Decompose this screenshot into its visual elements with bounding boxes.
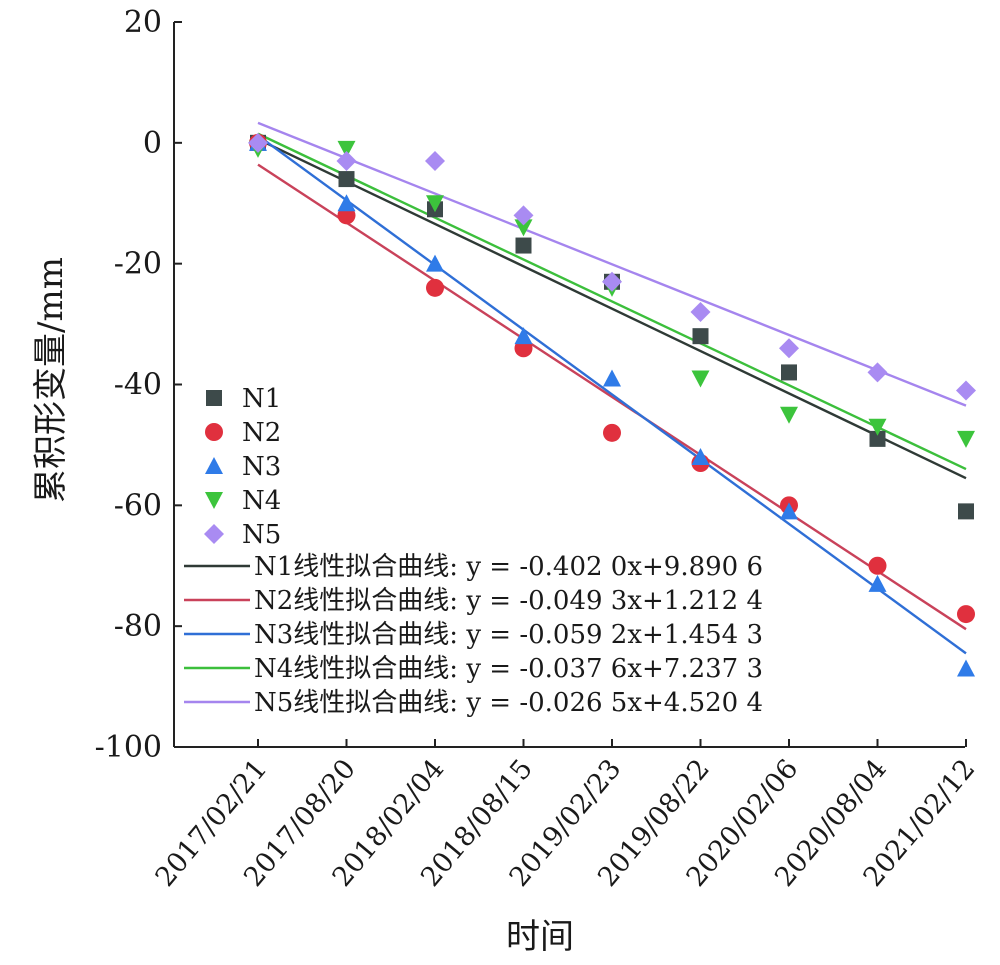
point-n5 [513,205,534,226]
x-axis-title: 时间 [506,917,574,957]
legend-marker-n1 [206,390,222,406]
fit-line-n1 [257,138,967,480]
y-tick-label: -20 [114,247,162,282]
point-n4 [514,219,533,237]
point-n4 [691,370,710,388]
point-n3 [603,369,621,387]
point-n2 [603,423,621,442]
point-n3 [868,574,887,592]
fit-line-n2 [257,163,967,631]
point-n4 [780,406,798,424]
point-n4 [426,195,444,213]
point-n2 [426,278,444,297]
legend-marker-n3 [205,457,223,474]
point-n3 [780,502,798,520]
legend-marker-n5 [204,524,224,544]
legend-fit-label-n4: N4线性拟合曲线: y = -0.037 6x+7.237 3 [254,654,763,684]
point-n5 [425,150,445,171]
legend-fit-label-n3: N3线性拟合曲线: y = -0.059 2x+1.454 3 [254,620,763,650]
point-n5 [248,132,268,153]
y-tick-label: 20 [124,5,162,40]
point-n1 [338,171,355,188]
point-n5 [336,150,357,171]
point-n3 [691,448,710,465]
legend-fit-label-n2: N2线性拟合曲线: y = -0.049 3x+1.212 4 [254,586,763,616]
fit-line-n3 [257,134,967,655]
legend-label-n5: N5 [242,520,281,550]
point-n1 [515,237,532,254]
legend-fit-label-n5: N5线性拟合曲线: y = -0.026 5x+4.520 4 [254,688,763,718]
legend-label-n4: N4 [242,486,281,516]
fit-lines [257,121,967,655]
legend-fit-label-n1: N1线性拟合曲线: y = -0.402 0x+9.890 6 [254,552,763,582]
y-tick-label: -80 [114,609,162,644]
point-n1 [781,364,797,381]
point-n3 [426,254,444,272]
point-n3 [514,327,533,345]
point-n5 [867,362,888,383]
point-n4 [337,140,356,158]
data-markers [248,132,976,677]
legend-label-n3: N3 [242,452,281,482]
point-n5 [602,271,622,292]
point-n5 [779,338,799,359]
y-axis-title: 累积形变量/mm [31,257,71,503]
point-n4 [957,430,975,448]
y-tick-label: -100 [95,730,162,765]
point-n5 [956,380,976,401]
y-tick-label: -40 [114,368,162,403]
point-n3 [337,194,356,212]
fit-line-n5 [257,121,967,407]
y-tick-label: 0 [143,126,162,161]
axes: 200-20-40-60-80-1002017/02/212017/08/202… [95,5,982,893]
point-n3 [957,659,975,677]
legend-marker-n4 [205,492,223,509]
point-n1 [869,430,886,447]
fit-line-n4 [257,132,967,471]
point-n2 [868,556,887,575]
point-n4 [868,418,887,436]
legend-label-n2: N2 [242,418,281,448]
point-n1 [958,503,974,520]
point-n1 [692,328,709,345]
legend-marker-n2 [205,423,223,441]
point-n5 [690,302,711,322]
legend-label-n1: N1 [242,384,281,414]
y-tick-label: -60 [114,488,162,523]
point-n2 [957,605,975,624]
